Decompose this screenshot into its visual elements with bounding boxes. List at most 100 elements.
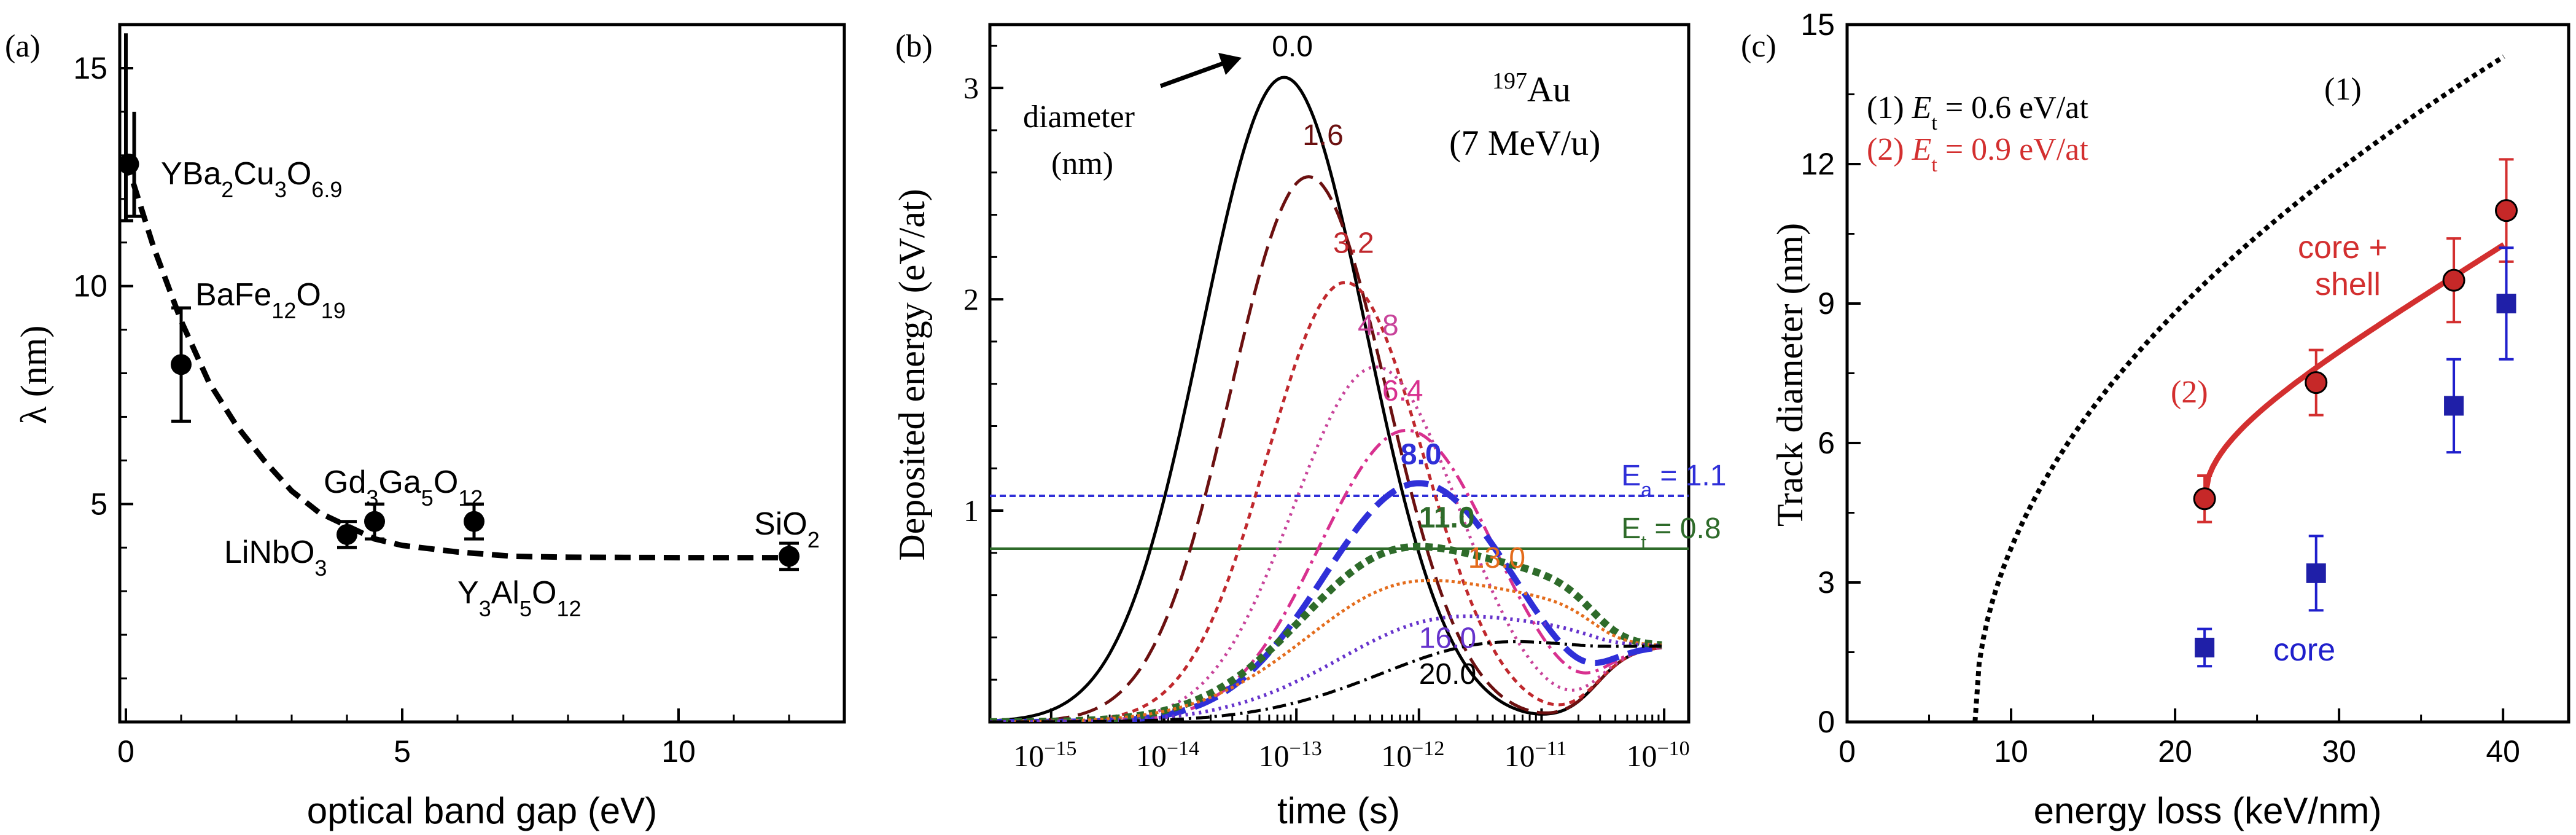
- c-core-point: [2444, 396, 2464, 416]
- a-ytick-label: 15: [73, 51, 107, 85]
- b-xtick-exp: −11: [1535, 737, 1566, 760]
- a-data-point: [171, 354, 192, 375]
- b-ytick-label: 2: [963, 282, 979, 316]
- label-ggg: Gd3Ga5O12: [324, 465, 483, 511]
- legend-entry-2: (2) Et = 0.9 eV/at: [1867, 132, 2088, 176]
- c-core-point: [2306, 563, 2326, 583]
- b-series-3.2: [990, 281, 1662, 722]
- c-core-point: [2496, 294, 2516, 313]
- b-series-label: 3.2: [1333, 227, 1374, 259]
- b-xtick-base: 10: [1136, 739, 1167, 773]
- b-series-label: 8.0: [1401, 438, 1442, 471]
- c-ytick-label: 6: [1818, 426, 1835, 460]
- c-ytick-label: 12: [1800, 147, 1835, 181]
- panel-c-frame: [1845, 23, 2570, 724]
- label-bafe: BaFe12O19: [195, 277, 346, 323]
- panel-b-xlabel: time (s): [1277, 790, 1400, 831]
- curve1-label: (1): [2324, 72, 2362, 107]
- c-ytick-label: 15: [1800, 7, 1835, 42]
- label-core: core: [2273, 632, 2335, 668]
- ion-label: 197Au: [1492, 68, 1571, 109]
- b-series-6.4: [990, 428, 1662, 722]
- b-series-16.0: [990, 614, 1662, 722]
- annot-nm: (nm): [1051, 146, 1113, 181]
- panel-a-fit-curve: [123, 159, 789, 561]
- c-xtick-label: 40: [2486, 734, 2520, 769]
- c-core-point: [2195, 637, 2215, 657]
- panel-c-letter: (c): [1741, 29, 1776, 64]
- a-data-point: [337, 523, 357, 545]
- a-ytick-label: 5: [90, 487, 107, 521]
- a-data-point: [464, 511, 484, 532]
- panel-a: (a) 0 5 10 5 10 15 YBa2Cu3O6.9 BaFe12O19 LiNb…: [5, 23, 846, 831]
- panel-b-series-labels: 0.0 1.6 3.2 4.8 6.4 8.0 11.0 13.0 16.020.0: [1272, 31, 1525, 691]
- b-xtick-label: 10−13: [1259, 737, 1322, 774]
- panel-b-series: [990, 76, 1662, 722]
- b-xtick-exp: −14: [1167, 737, 1199, 760]
- c-core-shell-point: [2442, 269, 2465, 292]
- panel-c-ticks: 0 10 20 30 40 0 3 6 9 12 15: [1800, 7, 2520, 769]
- b-xtick-label: 10−15: [1013, 737, 1076, 774]
- b-threshold-label: Ea = 1.1: [1621, 460, 1726, 501]
- label-core-shell-1: core +: [2298, 230, 2387, 265]
- c-xtick-label: 10: [1994, 734, 2028, 769]
- annot-arrow-line: [1159, 60, 1226, 88]
- b-series-label: 1.6: [1302, 119, 1344, 152]
- c-xtick-label: 30: [2322, 734, 2356, 769]
- a-fit-line: [123, 159, 789, 561]
- label-core-shell-2: shell: [2315, 267, 2381, 302]
- b-ytick-label: 1: [963, 493, 979, 528]
- panel-b-letter: (b): [895, 29, 933, 64]
- annot-arrow-head: [1218, 53, 1242, 75]
- b-series-label: 6.4: [1382, 375, 1423, 407]
- c-xtick-label: 20: [2158, 734, 2192, 769]
- panel-a-points: [118, 154, 800, 571]
- b-xtick-label: 10−14: [1136, 737, 1199, 774]
- b-series-label: 20.0: [1419, 658, 1476, 691]
- label-yag: Y3Al5O12: [457, 575, 582, 621]
- b-ytick-label: 3: [963, 71, 979, 105]
- b-xtick-label: 10−11: [1504, 737, 1566, 774]
- curve2-label: (2): [2171, 375, 2208, 410]
- label-ybco: YBa2Cu3O6.9: [161, 156, 342, 202]
- b-xtick-exp: −10: [1657, 737, 1689, 760]
- b-xtick-label: 10−12: [1381, 737, 1444, 774]
- a-ytick-label: 10: [73, 269, 107, 304]
- c-xtick-label: 0: [1839, 734, 1856, 769]
- b-xtick-base: 10: [1504, 739, 1535, 773]
- b-xtick-base: 10: [1013, 739, 1044, 773]
- c-core-shell-point: [2193, 487, 2216, 511]
- b-xtick-base: 10: [1259, 739, 1290, 773]
- panel-b-frame: [988, 23, 1691, 724]
- b-series-20.0: [990, 640, 1662, 722]
- c-ytick-label: 3: [1818, 565, 1835, 600]
- b-xtick-exp: −13: [1290, 737, 1322, 760]
- panel-c-ylabel: Track diameter (nm): [1770, 223, 1810, 527]
- panel-b-threshold-labels: Ea = 1.1 Et = 0.8: [1621, 460, 1726, 554]
- legend-entry-1: (1) Et = 0.6 eV/at: [1867, 90, 2088, 135]
- ion-energy: (7 MeV/u): [1449, 123, 1600, 163]
- c-core-shell-point: [2305, 371, 2328, 394]
- c-curve-1: [1972, 54, 2505, 722]
- panel-c-points: [2193, 158, 2518, 668]
- b-xtick-label: 10−10: [1626, 737, 1689, 774]
- a-data-point: [364, 511, 385, 532]
- a-xtick-label: 10: [661, 734, 696, 769]
- b-xtick-base: 10: [1381, 739, 1412, 773]
- c-core-shell-point: [2495, 199, 2518, 222]
- b-series-label: 4.8: [1358, 310, 1399, 342]
- panel-b-ylabel: Deposited energy (eV/at): [892, 189, 932, 560]
- label-linbo: LiNbO3: [224, 535, 327, 581]
- a-data-point: [118, 154, 139, 174]
- panel-a-ylabel: λ (nm): [14, 326, 54, 425]
- panel-c-xlabel: energy loss (keV/nm): [2034, 790, 2382, 831]
- panel-a-xlabel: optical band gap (eV): [307, 790, 657, 831]
- a-data-point: [779, 546, 800, 567]
- b-series-label: 13.0: [1468, 542, 1525, 574]
- b-series-13.0: [990, 579, 1662, 722]
- b-xtick-exp: −15: [1044, 737, 1076, 760]
- b-threshold-label: Et = 0.8: [1621, 512, 1721, 554]
- panel-a-ticks: 0 5 10 5 10 15: [73, 51, 790, 769]
